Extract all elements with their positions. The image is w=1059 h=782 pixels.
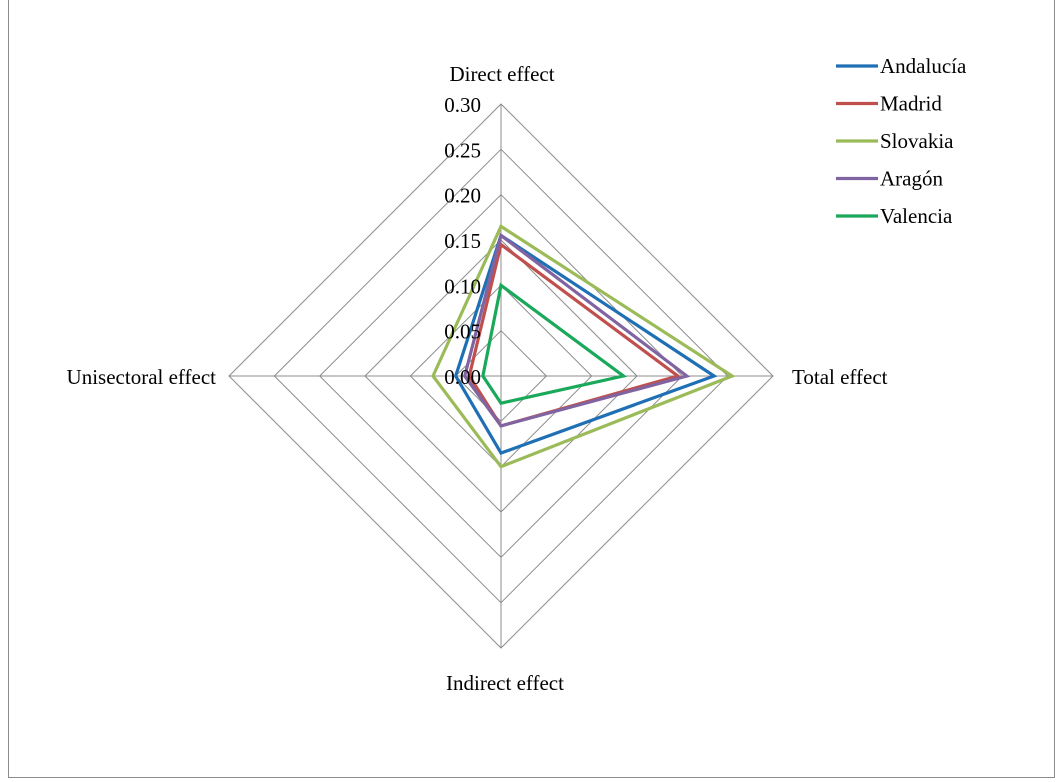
legend-label-2: Slovakia <box>880 129 954 153</box>
chart-frame <box>8 0 1055 778</box>
legend: Andalucía Madrid Slovakia Aragón Valencia <box>836 54 967 228</box>
tick-label-5: 0.25 <box>444 138 481 162</box>
series-line-2 <box>431 224 736 469</box>
radar-series <box>431 224 736 469</box>
legend-label-0: Andalucía <box>880 54 967 78</box>
radial-tick-labels: 0.00 0.05 0.10 0.15 0.20 0.25 0.30 <box>444 93 481 389</box>
axis-labels: Direct effect Total effect Indirect effe… <box>67 62 888 695</box>
legend-label-1: Madrid <box>880 92 942 116</box>
legend-label-3: Aragón <box>880 167 943 191</box>
tick-label-0: 0.00 <box>444 365 481 389</box>
tick-label-2: 0.10 <box>444 274 481 298</box>
radar-grid <box>228 103 774 649</box>
legend-label-4: Valencia <box>880 204 953 228</box>
tick-label-3: 0.15 <box>444 229 481 253</box>
axis-label-indirect: Indirect effect <box>446 671 564 695</box>
series-line-3 <box>462 232 691 428</box>
axis-label-direct: Direct effect <box>449 62 554 86</box>
series-line-4 <box>481 282 628 405</box>
axis-label-unisectoral: Unisectoral effect <box>67 365 217 389</box>
tick-label-1: 0.05 <box>444 320 481 344</box>
axis-label-total: Total effect <box>792 365 888 389</box>
tick-label-6: 0.30 <box>444 93 481 117</box>
tick-label-4: 0.20 <box>444 184 481 208</box>
series-line-0 <box>453 232 718 456</box>
